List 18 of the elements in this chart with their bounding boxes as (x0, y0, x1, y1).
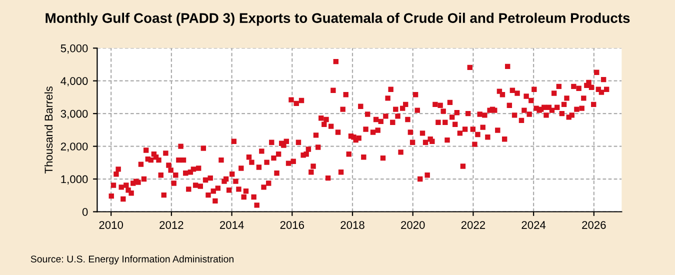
y-tick-label: 0 (82, 208, 88, 216)
chart-title: Monthly Gulf Coast (PADD 3) Exports to Guatemala of Crude Oil and Petroleum Products (46, 12, 630, 26)
y-axis-title: Thousand Barrels (44, 86, 53, 174)
x-tick-label: 2010 (99, 221, 124, 229)
x-tick-label: 2022 (461, 221, 486, 229)
y-tick-label: 2,000 (60, 142, 88, 152)
x-tick-label: 2024 (522, 221, 546, 229)
x-tick-label: 2020 (401, 221, 425, 229)
y-tick-label: 5,000 (60, 44, 88, 54)
x-tick-label: 2016 (280, 221, 304, 229)
x-tick-label: 2018 (340, 221, 364, 229)
x-tick-label: 2014 (220, 221, 244, 229)
y-tick-label: 3,000 (60, 110, 88, 120)
y-tick-label: 4,000 (60, 77, 88, 86)
source-note: Source: U.S. Energy Information Administration (30, 255, 234, 264)
y-tick-label: 1,000 (61, 175, 88, 184)
x-tick-label: 2012 (160, 221, 184, 229)
x-tick-label: 2026 (582, 221, 606, 229)
